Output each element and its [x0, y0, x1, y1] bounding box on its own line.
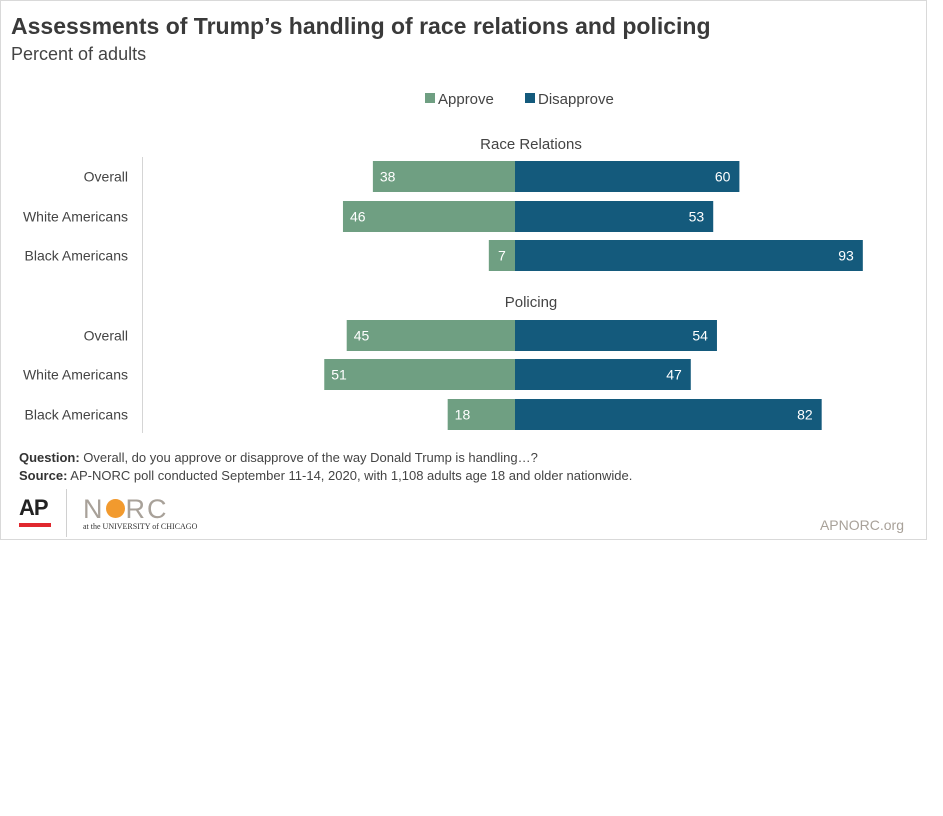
ap-logo: AP — [19, 495, 51, 527]
bar-approve — [372, 161, 515, 192]
bar-disapprove — [515, 399, 822, 430]
legend-label-approve: Approve — [438, 91, 494, 108]
norc-n: N — [83, 494, 105, 524]
bar-disapprove — [515, 359, 691, 390]
question-label: Question: — [19, 450, 80, 465]
norc-subtext: at the UNIVERSITY of CHICAGO — [83, 522, 198, 531]
data-label-approve: 7 — [498, 248, 506, 264]
bar-disapprove — [515, 240, 863, 271]
data-label-approve: 18 — [455, 407, 471, 423]
question-text: Overall, do you approve or disapprove of… — [79, 450, 538, 465]
question-line: Question: Overall, do you approve or dis… — [19, 449, 632, 467]
chart-card: Assessments of Trump’s handling of race … — [0, 0, 927, 540]
data-label-approve: 46 — [350, 209, 366, 225]
footnote: Question: Overall, do you approve or dis… — [19, 449, 632, 485]
group-title: Policing — [505, 294, 558, 311]
category-label: Black Americans — [25, 248, 128, 264]
data-label-disapprove: 60 — [715, 169, 731, 185]
bar-approve — [447, 399, 515, 430]
bar-approve — [324, 359, 515, 390]
logo-divider — [66, 489, 67, 537]
source-label: Source: — [19, 468, 68, 483]
norc-logo-text: N RC — [83, 494, 197, 525]
bar-approve — [346, 320, 515, 351]
norc-logo: N RC at the UNIVERSITY of CHICAGO — [83, 494, 197, 531]
bar-disapprove — [515, 161, 740, 192]
chart-svg: Approve Disapprove Race Relations Overall 38… — [23, 91, 863, 433]
chart-title: Assessments of Trump’s handling of race … — [11, 13, 711, 39]
data-label-approve: 45 — [354, 328, 370, 344]
legend-label-disapprove: Disapprove — [538, 91, 614, 108]
norc-o-icon — [105, 499, 125, 519]
data-label-disapprove: 82 — [797, 407, 813, 423]
legend-swatch-approve — [425, 93, 435, 103]
data-label-disapprove: 54 — [692, 328, 708, 344]
category-label: White Americans — [23, 367, 128, 383]
site-link[interactable]: APNORC.org — [819, 517, 904, 533]
category-label: Black Americans — [25, 407, 128, 423]
source-line: Source: AP-NORC poll conducted September… — [19, 467, 632, 485]
bar-disapprove — [515, 320, 717, 351]
bar-approve — [342, 201, 515, 232]
data-label-approve: 51 — [331, 367, 347, 383]
ap-logo-bar — [19, 523, 51, 527]
ap-logo-text: AP — [19, 495, 49, 520]
group-title: Race Relations — [480, 136, 582, 153]
data-label-approve: 38 — [380, 169, 396, 185]
category-label: Overall — [84, 169, 128, 185]
bar-disapprove — [515, 201, 714, 232]
legend-swatch-disapprove — [525, 93, 535, 103]
data-label-disapprove: 53 — [689, 209, 705, 225]
norc-rc: RC — [125, 494, 169, 524]
source-text: AP-NORC poll conducted September 11-14, … — [67, 468, 633, 483]
chart-subtitle: Percent of adults — [11, 44, 147, 64]
data-label-disapprove: 93 — [838, 248, 854, 264]
bar-approve — [488, 240, 515, 271]
category-label: Overall — [84, 328, 128, 344]
category-label: White Americans — [23, 209, 128, 225]
data-label-disapprove: 47 — [666, 367, 682, 383]
